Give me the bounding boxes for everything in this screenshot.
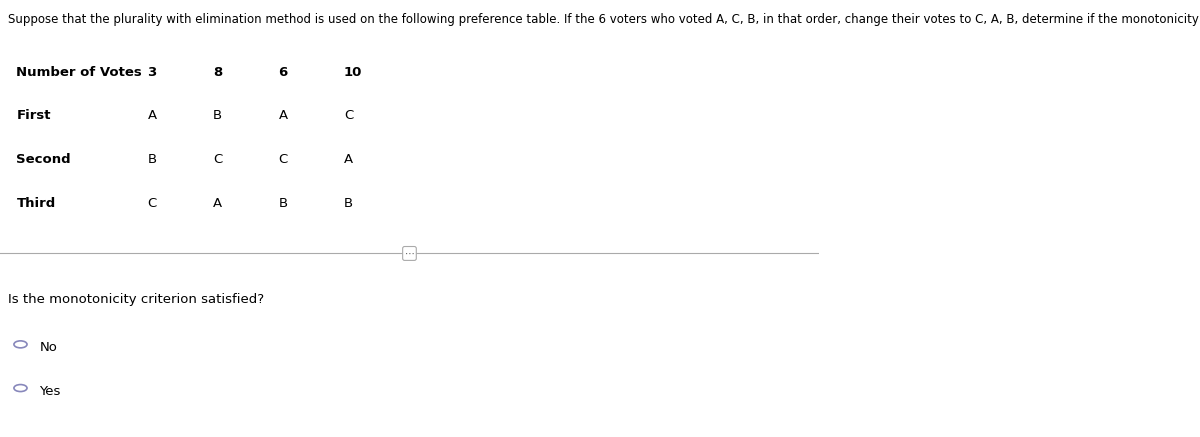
Text: Number of Votes: Number of Votes [17, 66, 142, 79]
Text: B: B [344, 197, 353, 210]
Text: B: B [148, 153, 156, 166]
Text: Third: Third [17, 197, 55, 210]
Text: B: B [278, 197, 288, 210]
Text: C: C [278, 153, 288, 166]
Text: C: C [148, 197, 157, 210]
Text: A: A [278, 109, 288, 122]
Text: Second: Second [17, 153, 71, 166]
Text: First: First [17, 109, 50, 122]
Text: 3: 3 [148, 66, 157, 79]
Text: Suppose that the plurality with elimination method is used on the following pref: Suppose that the plurality with eliminat… [8, 13, 1200, 26]
Text: A: A [344, 153, 353, 166]
Text: C: C [344, 109, 353, 122]
Text: 8: 8 [212, 66, 222, 79]
Text: B: B [212, 109, 222, 122]
Text: Is the monotonicity criterion satisfied?: Is the monotonicity criterion satisfied? [8, 293, 264, 306]
Text: A: A [148, 109, 156, 122]
Text: C: C [212, 153, 222, 166]
Text: A: A [212, 197, 222, 210]
Text: 10: 10 [344, 66, 362, 79]
Text: No: No [40, 341, 58, 354]
Text: ⋯: ⋯ [404, 249, 414, 258]
Text: Yes: Yes [40, 385, 61, 398]
Text: 6: 6 [278, 66, 288, 79]
